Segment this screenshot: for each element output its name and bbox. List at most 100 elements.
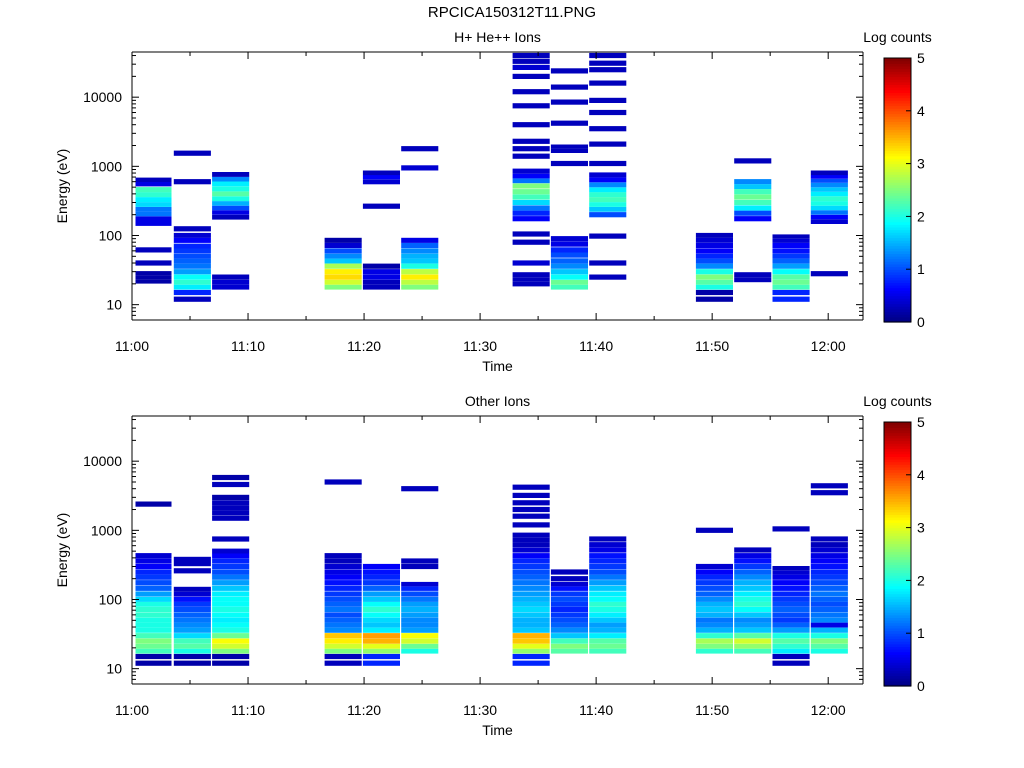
data-cell xyxy=(324,617,362,623)
data-cell xyxy=(772,263,810,269)
data-cell xyxy=(212,191,250,197)
data-cell xyxy=(734,158,772,164)
colorbar-segment xyxy=(884,664,911,669)
data-cell xyxy=(173,622,211,628)
colorbar: 0 1 2 3 4 5 Log counts xyxy=(863,393,932,694)
data-cell xyxy=(512,627,550,633)
colorbar-segment xyxy=(884,211,911,215)
data-cell xyxy=(362,170,400,176)
data-cell xyxy=(212,181,250,187)
colorbar-segment xyxy=(884,163,911,167)
data-cell xyxy=(550,643,588,649)
data-cell xyxy=(695,585,733,591)
data-cell xyxy=(695,232,733,238)
data-cell xyxy=(173,248,211,254)
data-cell xyxy=(362,269,400,275)
colorbar-segment xyxy=(884,216,911,220)
spectrogram-data xyxy=(135,52,848,302)
data-cell xyxy=(401,622,439,628)
colorbar-segment xyxy=(884,60,911,64)
colorbar-segment xyxy=(884,168,911,173)
data-cell xyxy=(401,237,439,243)
data-cell xyxy=(135,216,172,221)
colorbar-segment xyxy=(884,641,911,645)
data-cell xyxy=(810,569,848,575)
colorbar-segment xyxy=(884,622,911,626)
data-cell xyxy=(810,648,848,654)
panel-title: Other Ions xyxy=(465,393,530,409)
colorbar-segment xyxy=(884,166,911,170)
data-cell xyxy=(550,148,588,153)
colorbar-segment xyxy=(884,569,911,574)
colorbar-segment xyxy=(884,147,911,151)
data-cell xyxy=(324,596,362,602)
colorbar-segment xyxy=(884,285,911,289)
data-cell xyxy=(135,612,172,618)
data-cell xyxy=(324,269,362,275)
data-cell xyxy=(550,84,588,90)
data-cell xyxy=(810,210,848,215)
data-cell xyxy=(695,601,733,607)
data-cell xyxy=(512,660,550,666)
data-cell xyxy=(512,553,550,559)
data-cell xyxy=(695,627,733,633)
data-cell xyxy=(135,177,172,182)
colorbar-segment xyxy=(884,517,911,521)
data-cell xyxy=(212,653,250,660)
data-cell xyxy=(772,627,810,633)
data-cell xyxy=(212,494,250,500)
x-axis-label: Time xyxy=(482,358,513,374)
colorbar-segment xyxy=(884,678,911,682)
data-cell xyxy=(173,274,211,280)
x-axis-label: Time xyxy=(482,722,513,738)
data-cell xyxy=(512,103,550,109)
data-cell xyxy=(772,248,810,254)
data-cell xyxy=(810,622,848,628)
data-cell xyxy=(734,547,772,553)
data-cell xyxy=(810,196,848,202)
data-cell xyxy=(512,591,550,597)
colorbar-segment xyxy=(884,176,911,181)
colorbar-segment xyxy=(884,580,911,584)
data-cell xyxy=(772,612,810,618)
x-tick-label: 11:30 xyxy=(463,702,497,718)
data-cell xyxy=(810,591,848,597)
colorbar-segment xyxy=(884,435,911,439)
data-cell xyxy=(212,474,250,481)
data-cell xyxy=(212,601,250,607)
data-cell xyxy=(589,141,627,147)
data-cell xyxy=(212,563,250,570)
data-cell xyxy=(135,574,172,580)
data-cell xyxy=(212,481,250,488)
colorbar-segment xyxy=(884,316,911,320)
data-cell xyxy=(550,648,588,654)
data-cell xyxy=(212,553,250,559)
data-cell xyxy=(550,236,588,242)
data-cell xyxy=(212,201,250,206)
data-cell xyxy=(772,648,810,654)
colorbar-segment xyxy=(884,535,911,539)
data-cell xyxy=(810,187,848,192)
colorbar-segment xyxy=(884,437,911,442)
data-cell xyxy=(212,606,250,612)
colorbar-segment xyxy=(884,432,911,436)
data-cell xyxy=(212,617,250,623)
data-cell xyxy=(550,638,588,644)
data-cell xyxy=(772,296,810,302)
data-cell xyxy=(772,258,810,264)
spectrogram-data xyxy=(135,474,848,666)
data-cell xyxy=(589,177,627,183)
data-cell xyxy=(734,574,772,580)
data-cell xyxy=(772,242,810,248)
data-cell xyxy=(362,601,400,607)
data-cell xyxy=(212,622,250,628)
colorbar-segment xyxy=(884,472,911,476)
data-cell xyxy=(212,510,250,516)
colorbar-segment xyxy=(884,300,911,305)
data-cell xyxy=(362,279,400,285)
data-cell xyxy=(173,633,211,639)
data-cell xyxy=(135,182,172,187)
data-cell xyxy=(695,606,733,612)
colorbar-segment xyxy=(884,234,911,239)
data-cell xyxy=(550,269,588,275)
